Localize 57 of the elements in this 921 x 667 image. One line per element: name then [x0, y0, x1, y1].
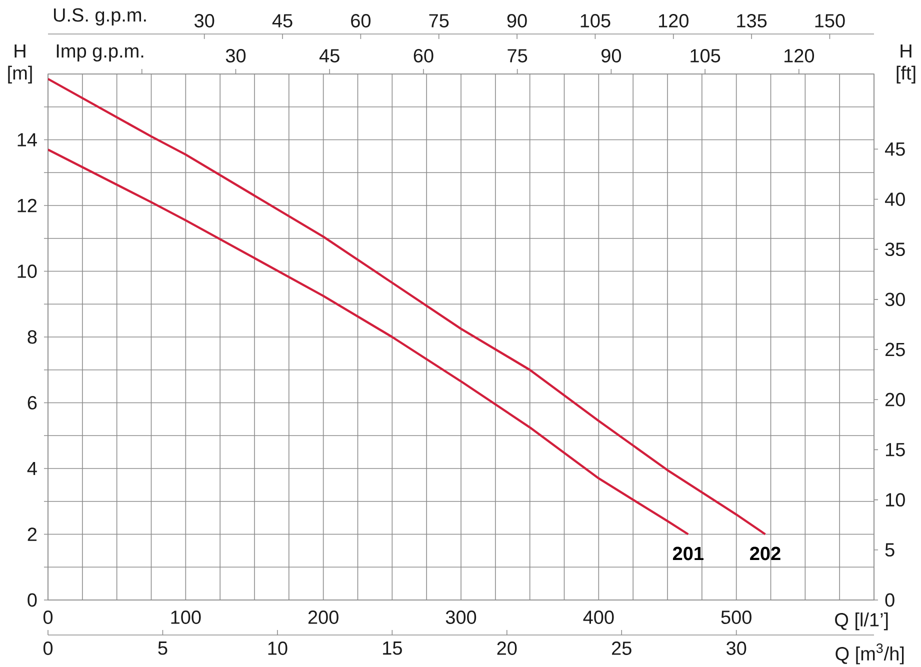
y2-tick-label: 45 — [884, 142, 905, 156]
x-axis-title: Q [l/1’] — [835, 612, 888, 630]
series-label: 202 — [750, 546, 780, 560]
y2-tick-label: 40 — [884, 192, 905, 206]
x2-tick-label: 135 — [737, 14, 767, 28]
x-tick-label: 0 — [43, 610, 53, 624]
y2-tick-label: 25 — [886, 342, 905, 356]
x-tick-label: 400 — [583, 610, 614, 624]
x-tick-label: 300 — [446, 610, 476, 624]
x2-tick-label: 105 — [580, 14, 610, 28]
x2-axis-title: U.S. g.p.m. — [54, 8, 146, 26]
y-tick-label: 6 — [28, 396, 37, 410]
x2-tick-label: 120 — [784, 49, 814, 62]
y2-tick-label: 15 — [886, 443, 905, 456]
y-tick-label: 2 — [28, 528, 37, 541]
y2-tick-label: 10 — [886, 493, 905, 507]
x2-tick-label: 90 — [507, 14, 527, 28]
x-tick-label: 100 — [171, 610, 201, 624]
x2-tick-label: 75 — [429, 14, 449, 28]
x-tick-label: 5 — [158, 642, 168, 655]
y2-tick-label: 35 — [885, 242, 905, 256]
x2-tick-label: 105 — [690, 49, 720, 62]
x2-tick-label: 60 — [414, 49, 434, 62]
y-tick-label: 0 — [28, 593, 37, 607]
y2-tick-label: 0 — [885, 593, 894, 607]
x2-axis-title: Imp g.p.m. — [56, 44, 144, 62]
y-tick-label: 8 — [28, 330, 37, 344]
line-series — [48, 148, 690, 536]
x-axis-title: Q [m$^{3}$/h] — [836, 644, 904, 664]
y2-axis-title: H [ft] — [896, 44, 916, 84]
x-tick-label: 200 — [308, 610, 338, 624]
y-axis-title: H [m] — [8, 44, 32, 84]
x-tick-label: 15 — [383, 642, 402, 655]
x2-tick-label: 75 — [508, 49, 528, 62]
x-tick-label: 0 — [43, 642, 53, 655]
x2-tick-label: 120 — [658, 14, 688, 28]
y-tick-label: 10 — [18, 264, 37, 278]
x2-tick-label: 90 — [602, 49, 622, 62]
y2-tick-label: 20 — [886, 392, 905, 406]
y2-tick-label: 30 — [885, 292, 905, 306]
y-tick-label: 4 — [27, 462, 37, 476]
x-tick-label: 20 — [497, 642, 517, 655]
x2-tick-label: 150 — [815, 14, 845, 28]
x2-tick-label: 30 — [194, 14, 214, 28]
x2-tick-label: 30 — [226, 49, 246, 62]
y-tick-label: 12 — [18, 198, 37, 212]
line-series — [48, 78, 766, 536]
x-tick-label: 30 — [726, 642, 746, 655]
x-tick-label: 25 — [612, 642, 632, 655]
y2-tick-label: 5 — [885, 543, 894, 557]
y-tick-label: 14 — [18, 133, 37, 146]
series-label: 201 — [672, 546, 704, 560]
x-tick-label: 500 — [721, 610, 752, 624]
x2-tick-label: 60 — [351, 14, 371, 28]
x-tick-label: 10 — [268, 642, 288, 655]
x2-tick-label: 45 — [272, 14, 292, 28]
x2-tick-label: 45 — [319, 49, 340, 62]
